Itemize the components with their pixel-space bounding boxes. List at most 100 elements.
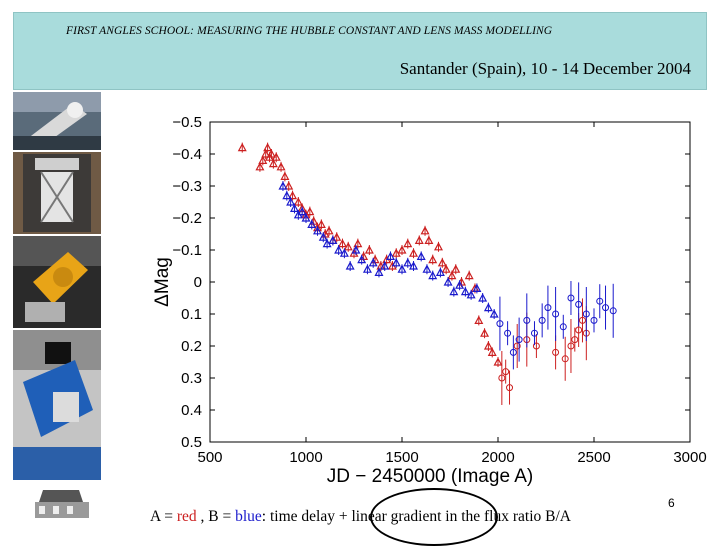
data-point: [343, 242, 353, 251]
x-tick-label: 2500: [577, 449, 610, 466]
data-point: [480, 328, 490, 337]
data-point: [559, 323, 567, 331]
x-tick-label: 500: [197, 449, 222, 466]
data-point: [447, 270, 457, 280]
data-point: [305, 206, 315, 216]
caption-blue-word: blue: [235, 508, 262, 525]
data-point: [449, 286, 459, 296]
data-point: [289, 203, 299, 212]
data-point: [416, 251, 426, 260]
data-point: [483, 302, 493, 312]
slide-caption: A = red , B = blue: time delay + linear …: [150, 508, 571, 526]
data-point: [278, 181, 288, 190]
data-point: [345, 261, 355, 270]
data-point: [578, 316, 586, 324]
photo-strip-graphics: [13, 92, 101, 522]
data-point: [280, 171, 290, 180]
data-point: [268, 158, 278, 168]
caption-part2: , B =: [196, 508, 236, 525]
data-point: [403, 238, 413, 248]
data-point: [385, 251, 395, 260]
data-point: [433, 242, 443, 251]
data-point: [538, 316, 546, 324]
data-point: [368, 258, 378, 267]
y-tick-label: −0.1: [172, 242, 202, 259]
data-point: [460, 286, 470, 296]
caption-red-word: red: [176, 508, 197, 525]
data-point: [307, 219, 317, 228]
data-point: [451, 264, 461, 273]
data-point: [455, 280, 465, 289]
data-point: [472, 283, 482, 292]
data-point: [509, 348, 517, 356]
y-tick-label: −0.3: [172, 178, 202, 195]
data-point: [435, 267, 445, 276]
data-point: [464, 270, 474, 280]
y-tick-label: 0.5: [181, 434, 202, 451]
data-point: [301, 213, 311, 222]
x-tick-label: 1500: [385, 449, 418, 466]
data-point: [357, 254, 367, 264]
y-axis-label: ΔMag: [152, 257, 173, 307]
data-point: [544, 304, 552, 312]
data-point: [506, 384, 514, 392]
data-point: [552, 348, 560, 356]
data-point: [409, 248, 419, 257]
data-point: [493, 357, 503, 366]
y-tick-label: −0.5: [172, 114, 202, 131]
data-point: [496, 320, 504, 328]
data-point: [255, 162, 265, 171]
data-point: [288, 190, 298, 200]
data-point: [380, 261, 390, 270]
data-point: [414, 235, 424, 244]
data-point: [339, 248, 349, 257]
data-point: [297, 206, 307, 216]
data-point: [316, 219, 326, 228]
data-point: [286, 197, 296, 206]
blue-telescope-photo: [13, 330, 101, 480]
data-point: [397, 264, 407, 273]
data-point: [443, 277, 453, 286]
data-point: [397, 245, 407, 254]
data-point: [337, 238, 347, 248]
y-tick-label: 0.3: [181, 370, 202, 387]
data-point: [575, 326, 583, 334]
x-tick-label: 3000: [673, 449, 706, 466]
data-point: [351, 245, 361, 254]
data-point: [504, 329, 512, 337]
data-point: [532, 342, 540, 350]
x-tick-label: 2000: [481, 449, 514, 466]
data-point: [428, 254, 438, 264]
data-point: [487, 347, 497, 356]
data-point: [437, 258, 447, 267]
data-point: [422, 264, 432, 273]
slide-header: FIRST ANGLES SCHOOL: MEASURING THE HUBBL…: [13, 12, 707, 90]
data-point: [266, 149, 276, 158]
caption-part1: A =: [150, 508, 177, 525]
data-point: [428, 270, 438, 280]
data-point: [513, 342, 521, 350]
header-subtitle: Santander (Spain), 10 - 14 December 2004: [399, 59, 691, 78]
data-point: [313, 226, 323, 235]
data-point: [282, 190, 292, 200]
y-tick-label: 0.4: [181, 402, 202, 419]
data-point: [552, 310, 560, 318]
data-point: [602, 304, 610, 312]
data-point: [502, 368, 510, 376]
data-point: [284, 181, 294, 190]
x-tick-label: 1000: [289, 449, 322, 466]
data-point: [561, 355, 569, 363]
telescope-dome-photo: [13, 92, 101, 150]
data-point: [409, 261, 419, 270]
data-point: [441, 264, 451, 273]
data-point: [420, 226, 430, 235]
data-point: [498, 374, 506, 382]
data-point: [575, 300, 583, 308]
data-point: [424, 235, 434, 244]
x-axis-label: JD − 2450000 (Image A): [327, 466, 534, 487]
highlight-oval: [370, 488, 498, 546]
data-point: [515, 336, 523, 344]
y-tick-label: 0.2: [181, 338, 202, 355]
data-point: [334, 245, 344, 254]
page-number: 6: [668, 496, 675, 510]
